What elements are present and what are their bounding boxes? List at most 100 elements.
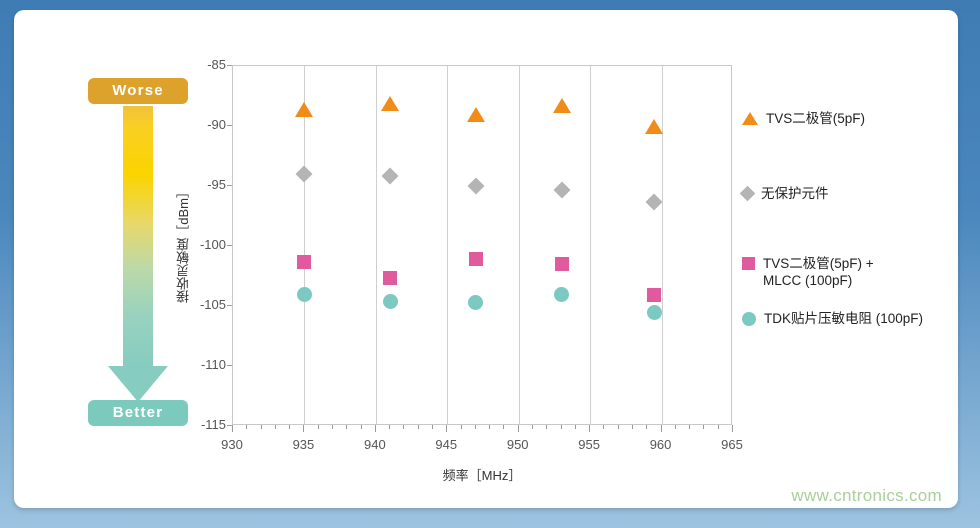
chart-panel: Worse Better 接收灵敏度［dBm］ 频率［MHz］ -85 -90 -9… — [14, 10, 958, 508]
x-tick-mark-minor — [560, 425, 562, 429]
legend-item[interactable]: TVS二极管(5pF) — [742, 110, 865, 127]
y-tick-label: -105 — [199, 297, 226, 312]
scatter-chart: 接收灵敏度［dBm］ 频率［MHz］ -85 -90 -95 -100 -105 -110… — [14, 10, 958, 508]
legend-item[interactable]: TDK贴片压敏电阻 (100pF) — [742, 310, 923, 327]
plot-area — [232, 65, 732, 425]
y-tick-label: -90 — [207, 117, 226, 132]
x-tick-label: 940 — [363, 437, 386, 452]
x-tick-label: 965 — [721, 437, 743, 452]
y-tick-mark — [227, 425, 232, 426]
x-tick-mark-major — [446, 425, 448, 432]
legend-item-label-line2: MLCC (100pF) — [763, 273, 853, 288]
x-axis-title: 频率［MHz］ — [442, 468, 522, 483]
data-point — [295, 165, 313, 183]
y-tick-label: -85 — [207, 57, 226, 72]
y-tick-label: -115 — [200, 417, 226, 432]
gridline-vertical — [375, 66, 377, 424]
legend-item-label: 无保护元件 — [761, 186, 829, 201]
y-tick-mark — [227, 245, 232, 246]
x-tick-mark-minor — [532, 425, 533, 429]
data-point — [466, 106, 485, 122]
legend-item[interactable]: 无保护元件 — [739, 185, 829, 202]
x-tick-mark-minor — [403, 425, 405, 429]
x-tick-mark-major — [232, 425, 233, 432]
site-watermark: www.cntronics.com — [791, 486, 942, 505]
x-tick-mark-minor — [617, 425, 619, 429]
x-tick-mark-minor — [603, 425, 605, 429]
x-tick-mark-minor — [632, 425, 633, 429]
legend-item[interactable]: TVS二极管(5pF) + MLCC (100pF) — [742, 255, 874, 289]
gradient-arrow-shaft — [123, 106, 153, 368]
diamond-marker-icon — [739, 185, 756, 202]
worse-badge: Worse — [88, 78, 188, 104]
x-tick-mark-minor — [417, 425, 419, 429]
x-tick-mark-minor — [274, 425, 276, 429]
x-tick-label: 955 — [578, 437, 600, 452]
x-tick-mark-minor — [460, 425, 462, 429]
x-tick-mark-major — [374, 425, 376, 432]
data-point — [382, 293, 398, 309]
y-tick-label: -110 — [200, 357, 226, 372]
x-tick-mark-major — [517, 425, 519, 432]
gridline-vertical — [590, 66, 592, 424]
gridline-vertical — [661, 66, 663, 424]
x-tick-mark-minor — [546, 425, 548, 429]
x-tick-mark-minor — [432, 425, 433, 429]
x-tick-mark-major — [589, 425, 591, 432]
x-tick-mark-minor — [317, 425, 319, 429]
x-tick-label: 945 — [435, 437, 458, 452]
x-tick-mark-minor — [360, 425, 362, 429]
data-point — [468, 252, 483, 267]
triangle-marker-icon — [742, 112, 758, 125]
data-point — [645, 193, 663, 211]
data-point — [552, 98, 571, 114]
y-tick-mark — [227, 125, 232, 126]
data-point — [553, 181, 571, 199]
data-point — [467, 177, 485, 195]
x-tick-mark-minor — [503, 425, 505, 429]
data-point — [645, 118, 664, 134]
data-point — [554, 286, 570, 302]
y-tick-mark — [227, 65, 232, 66]
data-point — [647, 288, 662, 303]
better-badge: Better — [88, 400, 188, 426]
sensitivity-direction-indicator: Worse Better — [76, 78, 206, 426]
x-tick-mark-major — [303, 425, 305, 432]
circle-marker-icon — [742, 312, 756, 326]
x-tick-mark-minor — [646, 425, 648, 429]
legend-item-label: TDK贴片压敏电阻 (100pF) — [764, 311, 924, 326]
y-tick-label: -95 — [207, 177, 226, 192]
legend-item-label: TVS二极管(5pF) — [766, 111, 866, 126]
x-tick-mark-minor — [674, 425, 676, 429]
legend-item-label: TVS二极管(5pF) + MLCC (100pF) — [763, 256, 874, 288]
x-tick-label: 930 — [221, 437, 243, 452]
data-point — [295, 101, 314, 117]
x-tick-mark-minor — [489, 425, 491, 429]
data-point — [554, 257, 569, 271]
y-tick-label: -100 — [199, 237, 226, 252]
x-tick-mark-minor — [389, 425, 391, 429]
data-point — [381, 95, 400, 111]
x-tick-label: 935 — [292, 437, 315, 452]
x-tick-mark-minor — [289, 425, 291, 429]
y-tick-mark — [227, 365, 232, 366]
y-tick-mark — [227, 305, 232, 306]
x-tick-label: 950 — [506, 437, 529, 452]
x-tick-label: 960 — [649, 437, 672, 452]
data-point — [381, 167, 399, 185]
x-tick-mark-minor — [346, 425, 348, 429]
x-tick-mark-minor — [246, 425, 248, 429]
x-tick-mark-minor — [574, 425, 576, 429]
x-tick-mark-minor — [717, 425, 719, 429]
square-marker-icon — [742, 257, 755, 270]
x-tick-mark-minor — [703, 425, 705, 429]
x-tick-mark-minor — [689, 425, 691, 429]
x-tick-mark-minor — [474, 425, 476, 429]
x-tick-mark-major — [660, 425, 662, 432]
gridline-vertical — [304, 66, 306, 424]
gridline-vertical — [518, 66, 520, 424]
x-tick-mark-minor — [332, 425, 333, 429]
x-tick-mark-major — [732, 425, 733, 432]
x-tick-mark-minor — [260, 425, 262, 429]
